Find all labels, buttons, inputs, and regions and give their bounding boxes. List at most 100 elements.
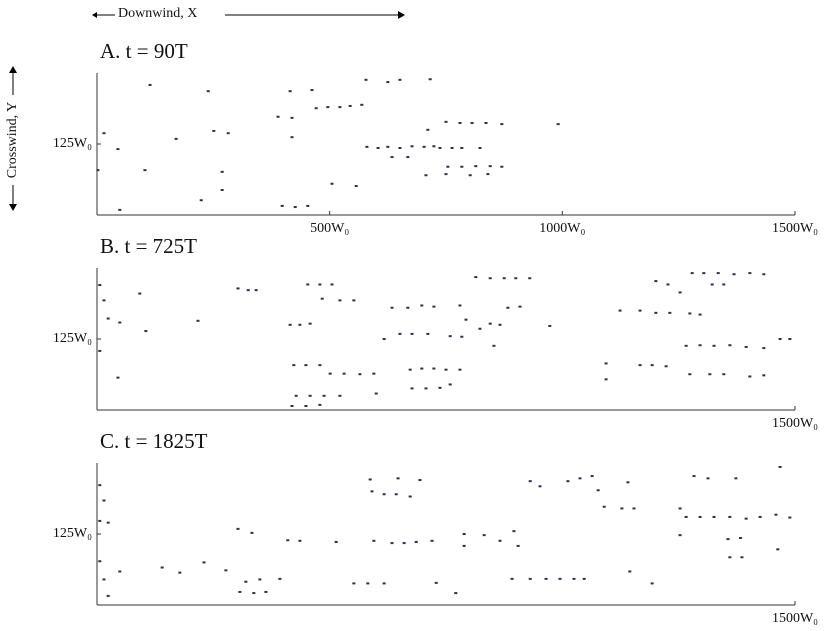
arrow-head <box>398 11 405 19</box>
point <box>278 577 282 580</box>
point <box>502 277 506 280</box>
point <box>250 531 254 534</box>
point <box>394 493 398 496</box>
point <box>314 107 318 110</box>
point <box>98 519 102 522</box>
point <box>106 594 110 597</box>
point <box>628 570 632 573</box>
point <box>604 378 608 381</box>
point <box>688 373 692 376</box>
point <box>462 544 466 547</box>
point <box>328 372 332 375</box>
point <box>102 499 106 502</box>
point <box>604 362 608 365</box>
arrow-head <box>9 66 17 73</box>
point <box>702 272 706 275</box>
point <box>390 306 394 309</box>
point <box>739 536 743 539</box>
x-tick-label: 1500W₀ <box>772 221 818 236</box>
point <box>684 515 688 518</box>
point <box>304 364 308 367</box>
point <box>386 81 390 84</box>
point <box>143 169 147 172</box>
point <box>582 577 586 580</box>
point <box>288 90 292 93</box>
point <box>762 374 766 377</box>
point <box>236 287 240 290</box>
x-tick-label: 500W₀ <box>310 221 349 236</box>
point <box>298 323 302 326</box>
point <box>406 306 410 309</box>
point <box>548 324 552 327</box>
point <box>254 289 258 292</box>
point <box>338 394 342 397</box>
point <box>734 477 738 480</box>
point <box>280 204 284 207</box>
point <box>426 128 430 131</box>
point <box>458 304 462 307</box>
point <box>398 332 402 335</box>
point <box>370 490 374 493</box>
point <box>684 344 688 347</box>
point <box>692 475 696 478</box>
point <box>224 569 228 572</box>
point <box>258 578 262 581</box>
point <box>664 365 668 368</box>
point <box>578 477 582 480</box>
point <box>396 477 400 480</box>
point <box>320 297 324 300</box>
point <box>102 578 106 581</box>
point <box>506 306 510 309</box>
point <box>518 305 522 308</box>
point <box>712 344 716 347</box>
point <box>308 322 312 325</box>
point <box>304 405 308 408</box>
point <box>620 507 624 510</box>
point <box>276 115 280 118</box>
point <box>748 272 752 275</box>
arrow-head <box>9 204 17 211</box>
point <box>444 368 448 371</box>
point <box>514 277 518 280</box>
point <box>478 146 482 149</box>
point <box>290 116 294 119</box>
point <box>98 484 102 487</box>
point <box>368 478 372 481</box>
point <box>708 373 712 376</box>
point <box>432 305 436 308</box>
x-tick-label: 1000W₀ <box>539 221 585 236</box>
point <box>342 372 346 375</box>
point <box>558 577 562 580</box>
point <box>236 527 240 530</box>
y-tick-label: 125W₀ <box>53 331 92 346</box>
point <box>528 577 532 580</box>
point <box>432 367 436 370</box>
chart-title: B. t = 725T <box>100 234 197 258</box>
point <box>354 185 358 188</box>
point <box>196 319 200 322</box>
point <box>732 273 736 276</box>
point <box>448 383 452 386</box>
point <box>654 311 658 314</box>
point <box>322 394 326 397</box>
point <box>318 283 322 286</box>
point <box>460 165 464 168</box>
point <box>408 368 412 371</box>
point <box>410 387 414 390</box>
point <box>758 515 762 518</box>
point <box>308 394 312 397</box>
point <box>398 146 402 149</box>
point <box>516 544 520 547</box>
point <box>626 481 630 484</box>
point <box>488 165 492 168</box>
point <box>748 375 752 378</box>
point <box>762 347 766 350</box>
point <box>500 123 504 126</box>
point <box>428 78 432 81</box>
point <box>446 165 450 168</box>
point <box>144 330 148 333</box>
point <box>774 513 778 516</box>
y-axis-label: Crosswind, Y <box>5 102 20 179</box>
point <box>98 349 102 352</box>
point <box>318 364 322 367</box>
